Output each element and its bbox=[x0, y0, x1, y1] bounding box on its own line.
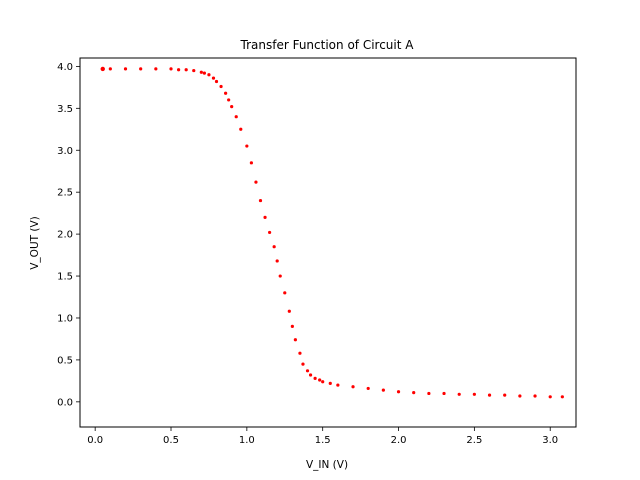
data-point bbox=[457, 392, 461, 396]
data-point bbox=[176, 68, 181, 72]
data-point bbox=[219, 84, 223, 89]
y-axis-label: V_OUT (V) bbox=[29, 216, 41, 270]
data-point bbox=[318, 378, 322, 382]
y-tick-label: 4.0 bbox=[57, 62, 73, 73]
x-tick-label: 1.0 bbox=[239, 435, 255, 446]
data-point bbox=[503, 393, 507, 397]
plot-frame bbox=[79, 57, 577, 428]
data-point bbox=[283, 291, 287, 295]
data-point bbox=[202, 71, 206, 75]
data-point bbox=[548, 395, 552, 399]
data-point bbox=[249, 161, 254, 165]
data-point bbox=[313, 376, 317, 380]
data-point bbox=[139, 67, 143, 71]
data-point bbox=[263, 215, 267, 219]
data-point bbox=[321, 380, 325, 384]
data-point bbox=[412, 391, 416, 395]
data-point bbox=[427, 391, 431, 396]
data-point bbox=[293, 338, 297, 342]
data-point bbox=[560, 395, 564, 399]
data-point bbox=[275, 259, 279, 263]
x-tick-label: 2.0 bbox=[391, 435, 407, 446]
data-point bbox=[533, 394, 537, 398]
data-point bbox=[351, 385, 355, 389]
data-point bbox=[184, 68, 188, 72]
data-point bbox=[123, 67, 128, 71]
y-tick-label: 1.5 bbox=[57, 272, 73, 283]
data-point bbox=[472, 392, 476, 396]
y-tick-label: 2.5 bbox=[57, 188, 73, 199]
data-point bbox=[301, 362, 305, 366]
data-point bbox=[100, 66, 105, 72]
data-point bbox=[199, 70, 203, 74]
data-point bbox=[211, 76, 216, 80]
data-point bbox=[254, 180, 258, 184]
data-point bbox=[298, 351, 302, 355]
data-point bbox=[245, 144, 249, 148]
data-point bbox=[287, 309, 291, 313]
x-axis-ticks: 0.0 0.5 1.0 1.5 2.0 2.5 3.0 bbox=[87, 427, 558, 446]
x-tick-label: 0.0 bbox=[87, 435, 103, 446]
data-point bbox=[154, 67, 158, 71]
data-point bbox=[442, 391, 446, 396]
y-tick-label: 0.5 bbox=[57, 355, 73, 366]
data-point bbox=[278, 274, 282, 278]
data-point bbox=[290, 324, 294, 328]
data-point bbox=[214, 79, 219, 84]
data-point bbox=[108, 67, 112, 71]
data-point bbox=[366, 386, 370, 391]
x-axis-label: V_IN (V) bbox=[306, 459, 348, 471]
data-point bbox=[328, 381, 332, 385]
data-point bbox=[308, 373, 313, 377]
chart-title: Transfer Function of Circuit A bbox=[240, 38, 415, 52]
data-point bbox=[272, 245, 276, 249]
data-point bbox=[518, 394, 522, 398]
data-point bbox=[192, 68, 196, 73]
data-point bbox=[169, 67, 173, 71]
y-axis-ticks: 0.0 0.5 1.0 1.5 2.0 2.5 3.0 3.5 4.0 bbox=[57, 62, 80, 408]
data-point bbox=[224, 91, 228, 95]
x-tick-label: 1.5 bbox=[315, 435, 331, 446]
data-point bbox=[381, 388, 385, 392]
x-tick-label: 3.0 bbox=[542, 435, 558, 446]
data-point bbox=[305, 369, 310, 373]
data-point bbox=[230, 105, 234, 109]
y-tick-label: 3.0 bbox=[57, 146, 73, 157]
y-tick-label: 1.0 bbox=[57, 313, 73, 324]
x-tick-label: 2.5 bbox=[466, 435, 482, 446]
data-point bbox=[487, 393, 492, 397]
data-point bbox=[234, 115, 238, 119]
data-points bbox=[100, 66, 564, 399]
y-tick-label: 3.5 bbox=[57, 104, 73, 115]
data-point bbox=[207, 73, 211, 77]
y-tick-label: 0.0 bbox=[57, 397, 73, 408]
data-point bbox=[258, 198, 263, 203]
data-point bbox=[268, 230, 272, 235]
y-tick-label: 2.0 bbox=[57, 230, 73, 241]
data-point bbox=[227, 98, 231, 102]
data-point bbox=[336, 383, 340, 387]
data-point bbox=[396, 390, 401, 394]
x-tick-label: 0.5 bbox=[163, 435, 179, 446]
data-point bbox=[239, 127, 243, 131]
